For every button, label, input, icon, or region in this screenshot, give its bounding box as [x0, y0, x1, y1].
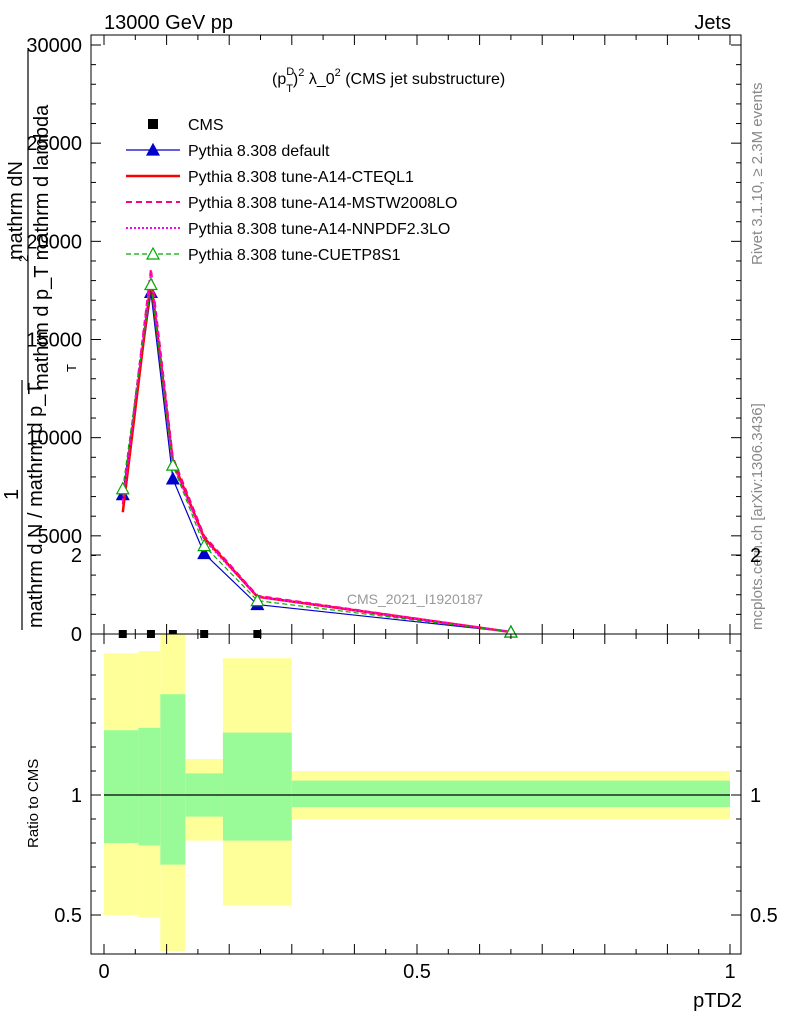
legend-label: Pythia 8.308 tune-CUETP8S1 [188, 247, 401, 264]
main-y-tick-label: 25000 [26, 133, 82, 155]
series-5 [115, 277, 518, 638]
ratio-inner-band [291, 780, 730, 807]
ratio-inner-band [160, 694, 186, 865]
ratio-plot: 0.5 0.51 12 2 0 0.5 1 Ratio to CMS pTD2 [25, 545, 778, 1012]
legend-entry: CMS [148, 117, 224, 134]
legend-entry: Pythia 8.308 tune-A14-MSTW2008LO [126, 195, 457, 212]
ratio-inner-band [104, 730, 139, 843]
ratio-y-tick-label: 0.5 [54, 905, 82, 927]
ratio-plot-frame [90, 633, 742, 955]
y-label-sub-t: T [64, 364, 79, 372]
main-y-label: mathrm dN mathrm d p_T mathrm d lambda T… [1, 50, 79, 630]
series-3 [121, 268, 512, 634]
legend-entry: Pythia 8.308 default [126, 142, 330, 160]
analysis-id: CMS_2021_I1920187 [347, 591, 483, 607]
y-label-line-2: mathrm d p_T mathrm d lambda [31, 104, 53, 390]
legend-marker [145, 246, 161, 260]
legend-label: Pythia 8.308 tune-A14-NNPDF2.3LO [188, 221, 450, 238]
ratio-inner-band [222, 732, 292, 841]
ratio-bands [104, 634, 730, 951]
y-label-line-3: 1 [1, 489, 23, 500]
x-axis-label: pTD2 [693, 990, 742, 1012]
series-line [121, 280, 512, 634]
ratio-y-tick-label: 2 [71, 545, 82, 567]
ratio-inner-band [138, 727, 161, 846]
series-marker [165, 457, 180, 471]
y-label-line-4: mathrm d N / mathrm d p_T [25, 382, 47, 628]
ratio-y-ticks: 0.5 0.5 1 1 2 2 [54, 545, 778, 927]
ratio-y-label: Ratio to CMS [25, 759, 42, 848]
ratio-y-tick-label-right: 2 [750, 545, 761, 567]
site-label: mcplots.cern.ch [arXiv:1306.3436] [749, 403, 766, 630]
main-series [115, 268, 518, 638]
series-line [121, 268, 512, 634]
x-tick-label: 0 [98, 961, 109, 983]
series-marker [197, 538, 212, 552]
main-y-tick-label: 20000 [26, 231, 82, 253]
legend-label: Pythia 8.308 tune-A14-CTEQL1 [188, 169, 414, 186]
legend-marker [148, 119, 158, 129]
plot-title: (pD T)2 λ_02 (CMS jet substructure) [272, 66, 505, 95]
series-marker [250, 593, 265, 607]
main-y-tick-label: 0 [71, 624, 82, 646]
main-y-tick-label: 30000 [26, 35, 82, 57]
ratio-y-tick-label-right: 1 [750, 785, 761, 807]
series-marker [197, 546, 212, 560]
legend-entry: Pythia 8.308 tune-A14-CTEQL1 [126, 169, 414, 186]
process-label: Jets [694, 12, 731, 34]
main-y-tick-label: 5000 [38, 526, 83, 548]
energy-label: 13000 GeV pp [104, 12, 233, 34]
series-2 [121, 280, 512, 634]
legend-label: Pythia 8.308 default [188, 143, 330, 160]
series-line [122, 292, 511, 633]
series-marker [143, 277, 158, 291]
y-label-sub-2: 2 [16, 255, 31, 262]
main-y-tick-label: 10000 [26, 428, 82, 450]
series-marker [115, 481, 130, 495]
legend-label: CMS [188, 117, 224, 134]
series-4 [121, 272, 512, 634]
y-label-line-1: mathrm dN [5, 161, 27, 260]
series-line [121, 272, 512, 634]
legend: CMS Pythia 8.308 default Pythia 8.308 tune… [126, 117, 457, 264]
x-tick-label: 0.5 [403, 961, 431, 983]
ratio-x-ticks: 0 0.5 1 [98, 634, 736, 983]
legend-label: Pythia 8.308 tune-A14-MSTW2008LO [188, 195, 457, 212]
rivet-label: Rivet 3.1.10, ≥ 2.3M events [749, 83, 766, 266]
series-marker [165, 471, 180, 485]
main-y-ticks: 0 5000 10000 15000 20000 25000 30000 [26, 35, 741, 646]
series-1 [115, 285, 518, 638]
ratio-y-tick-label-right: 0.5 [750, 905, 778, 927]
legend-entry: Pythia 8.308 tune-A14-NNPDF2.3LO [126, 221, 450, 238]
main-x-ticks [103, 35, 731, 634]
legend-marker [145, 142, 161, 156]
series-line [122, 284, 511, 633]
main-y-tick-label: 15000 [26, 330, 82, 352]
main-plot: 0 5000 10000 15000 20000 25000 30000 (pD T)2 λ_… [1, 34, 742, 646]
legend-entry: Pythia 8.308 tune-CUETP8S1 [126, 246, 401, 264]
ratio-y-tick-label: 1 [71, 785, 82, 807]
x-tick-label: 1 [724, 961, 735, 983]
